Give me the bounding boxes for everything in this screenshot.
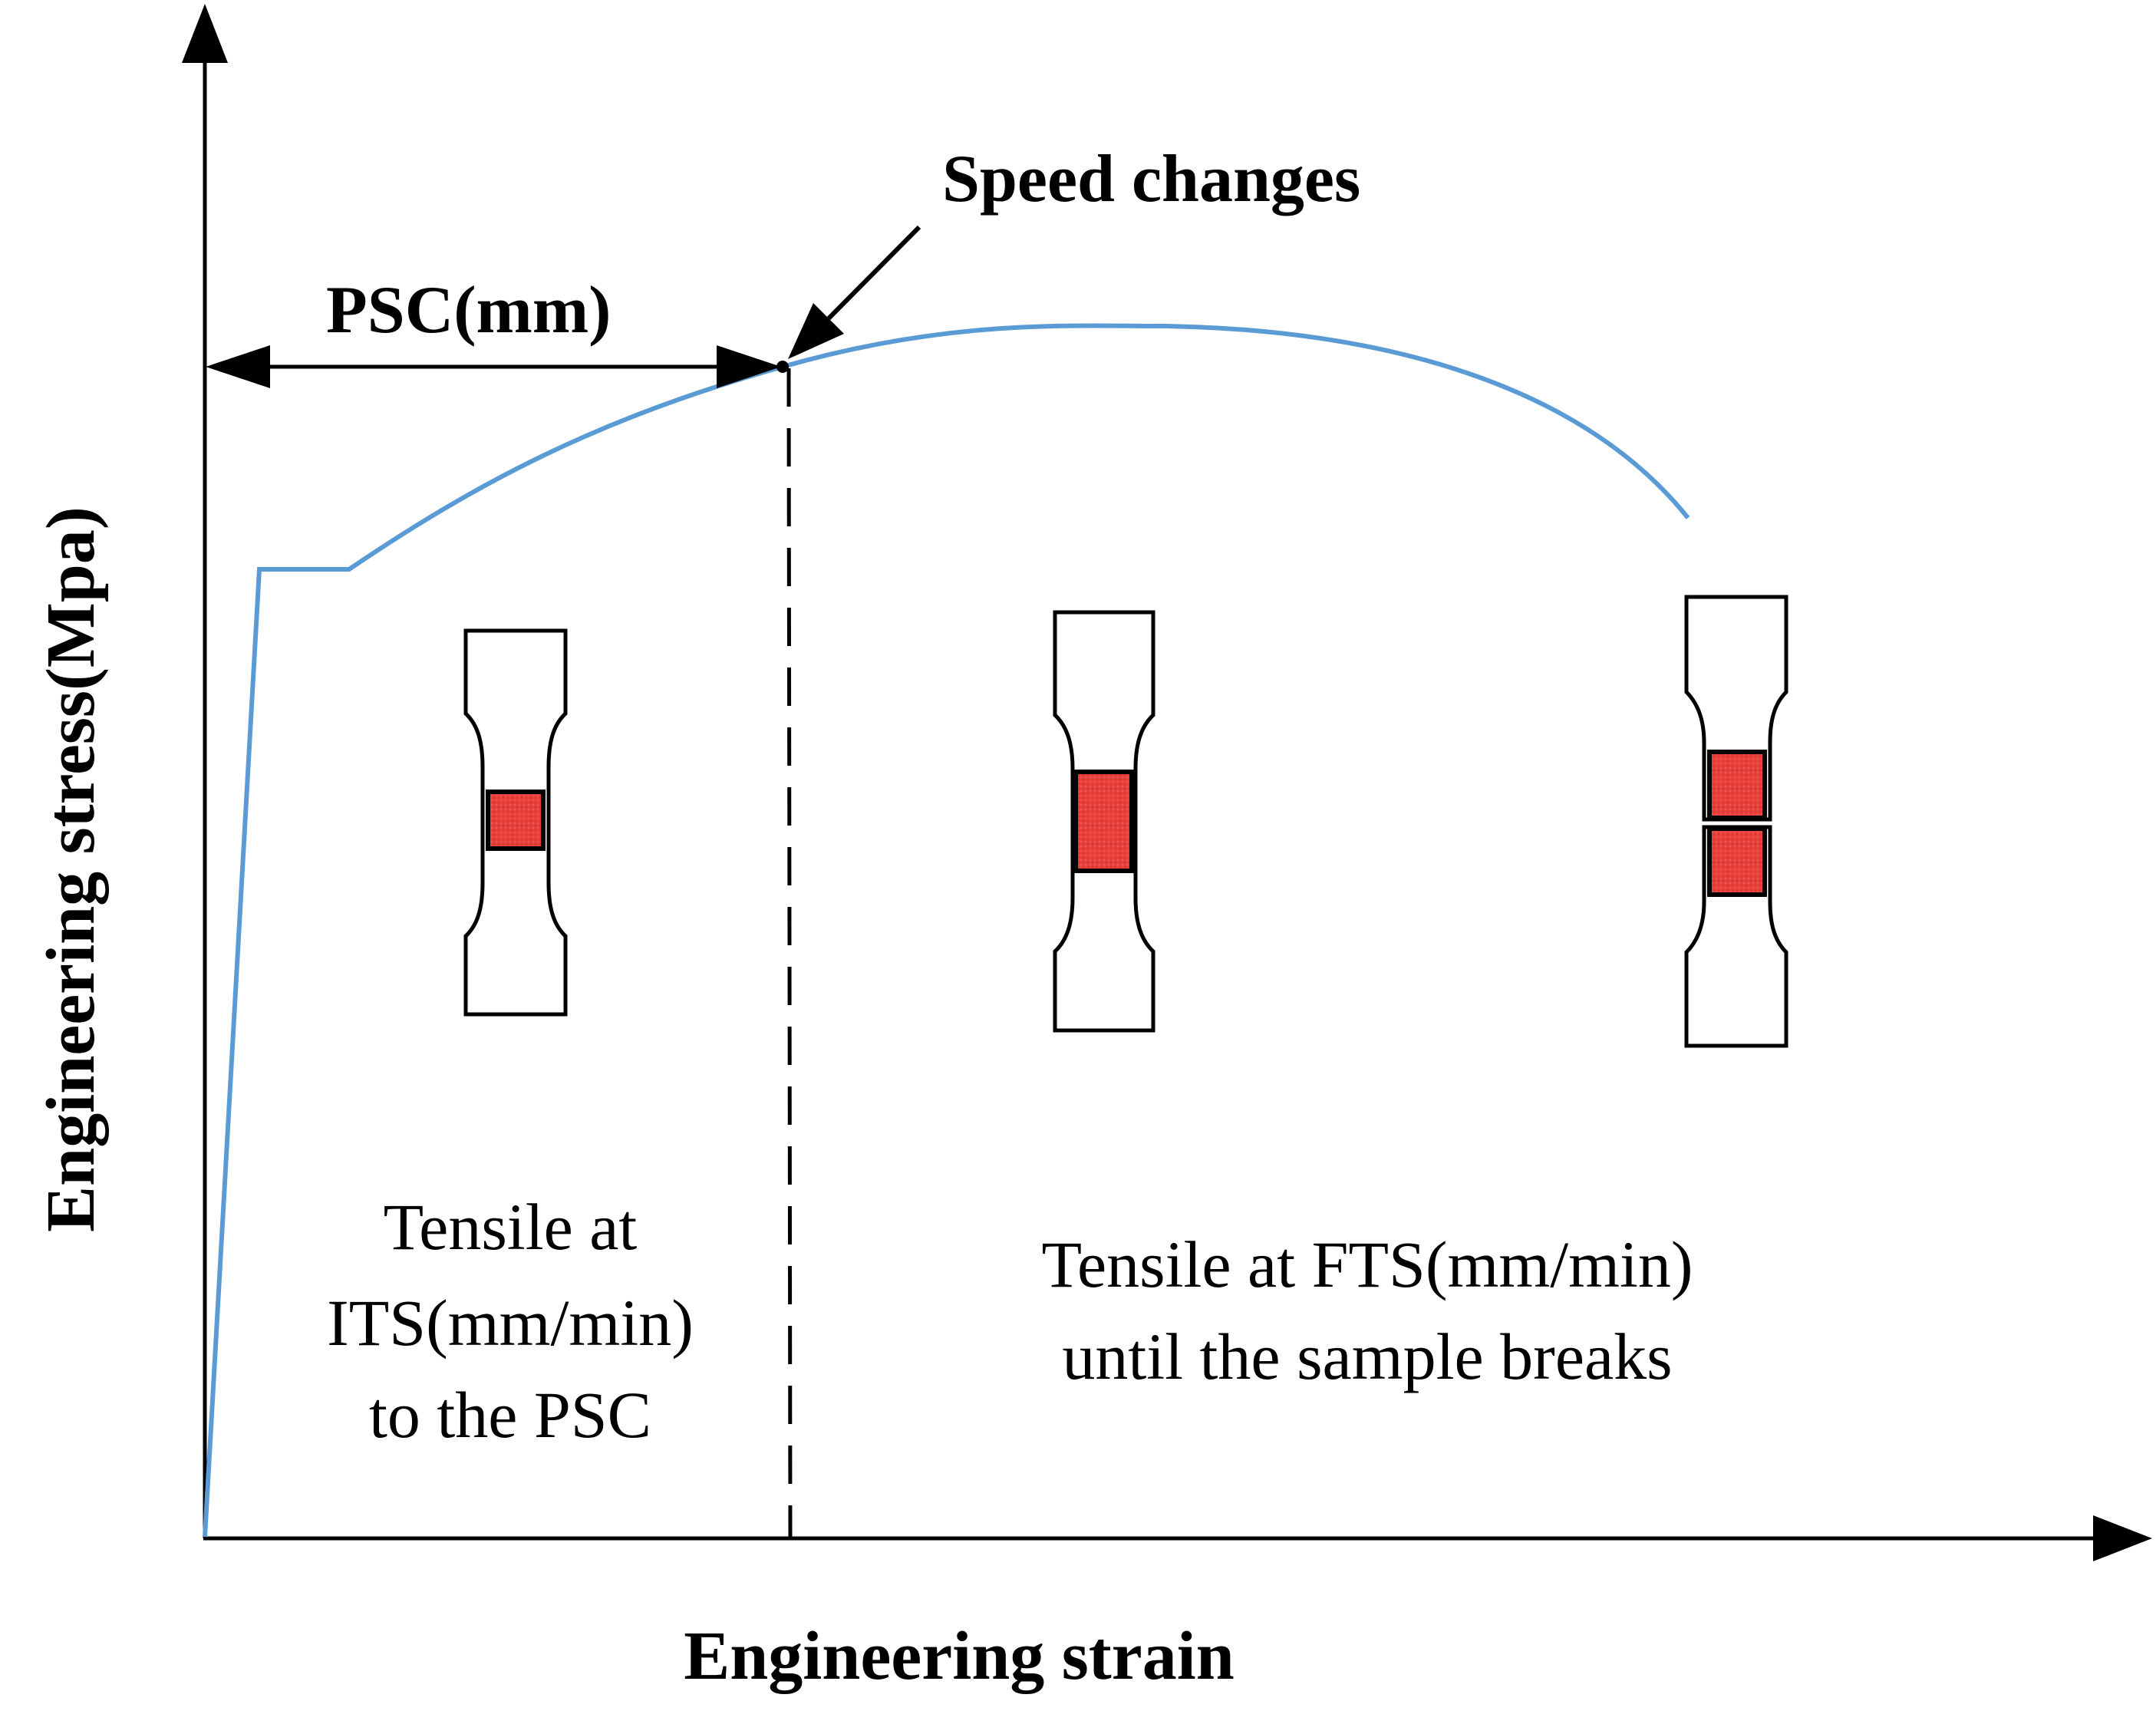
y-axis-arrowhead [182, 4, 228, 63]
axes [182, 4, 2152, 1561]
gauge-lower-fragment [1707, 826, 1767, 897]
speed-change-dashed-line [786, 368, 793, 1539]
speed-change-point [776, 361, 789, 373]
gauge-section [486, 790, 546, 851]
speed-change-marker [776, 225, 921, 1539]
psc-dimension-arrow [206, 345, 781, 388]
speed-change-pointer-arrowhead [788, 303, 844, 359]
x-axis-label: Engineering strain [684, 1618, 1235, 1694]
left-region-text: Tensile at ITS(mm/min) to the PSC [327, 1190, 694, 1452]
right-region-text: Tensile at FTS(mm/min) until the sample … [1041, 1228, 1693, 1393]
specimen-fracture [1684, 595, 1788, 1048]
left-region-line-2: ITS(mm/min) [327, 1286, 694, 1360]
right-region-line-2: until the sample breaks [1062, 1320, 1672, 1393]
speed-changes-label: Speed changes [942, 142, 1360, 216]
psc-label: PSC(mm) [326, 273, 611, 348]
right-region-line-1: Tensile at FTS(mm/min) [1041, 1228, 1693, 1301]
stress-strain-curve [203, 323, 1690, 1538]
psc-arrow-right-head [717, 345, 781, 388]
x-axis-arrowhead [2093, 1515, 2152, 1561]
gauge-section [1073, 770, 1134, 873]
specimen-after-speed-change [1053, 610, 1155, 1033]
y-axis-label: Engineering stress(Mpa) [33, 506, 109, 1232]
speed-change-pointer-line [826, 225, 921, 321]
gauge-upper-fragment [1707, 750, 1767, 820]
left-region-line-1: Tensile at [384, 1190, 638, 1264]
psc-arrow-left-head [206, 345, 270, 388]
specimen-before-speed-change [463, 628, 568, 1017]
left-region-line-3: to the PSC [369, 1378, 651, 1452]
